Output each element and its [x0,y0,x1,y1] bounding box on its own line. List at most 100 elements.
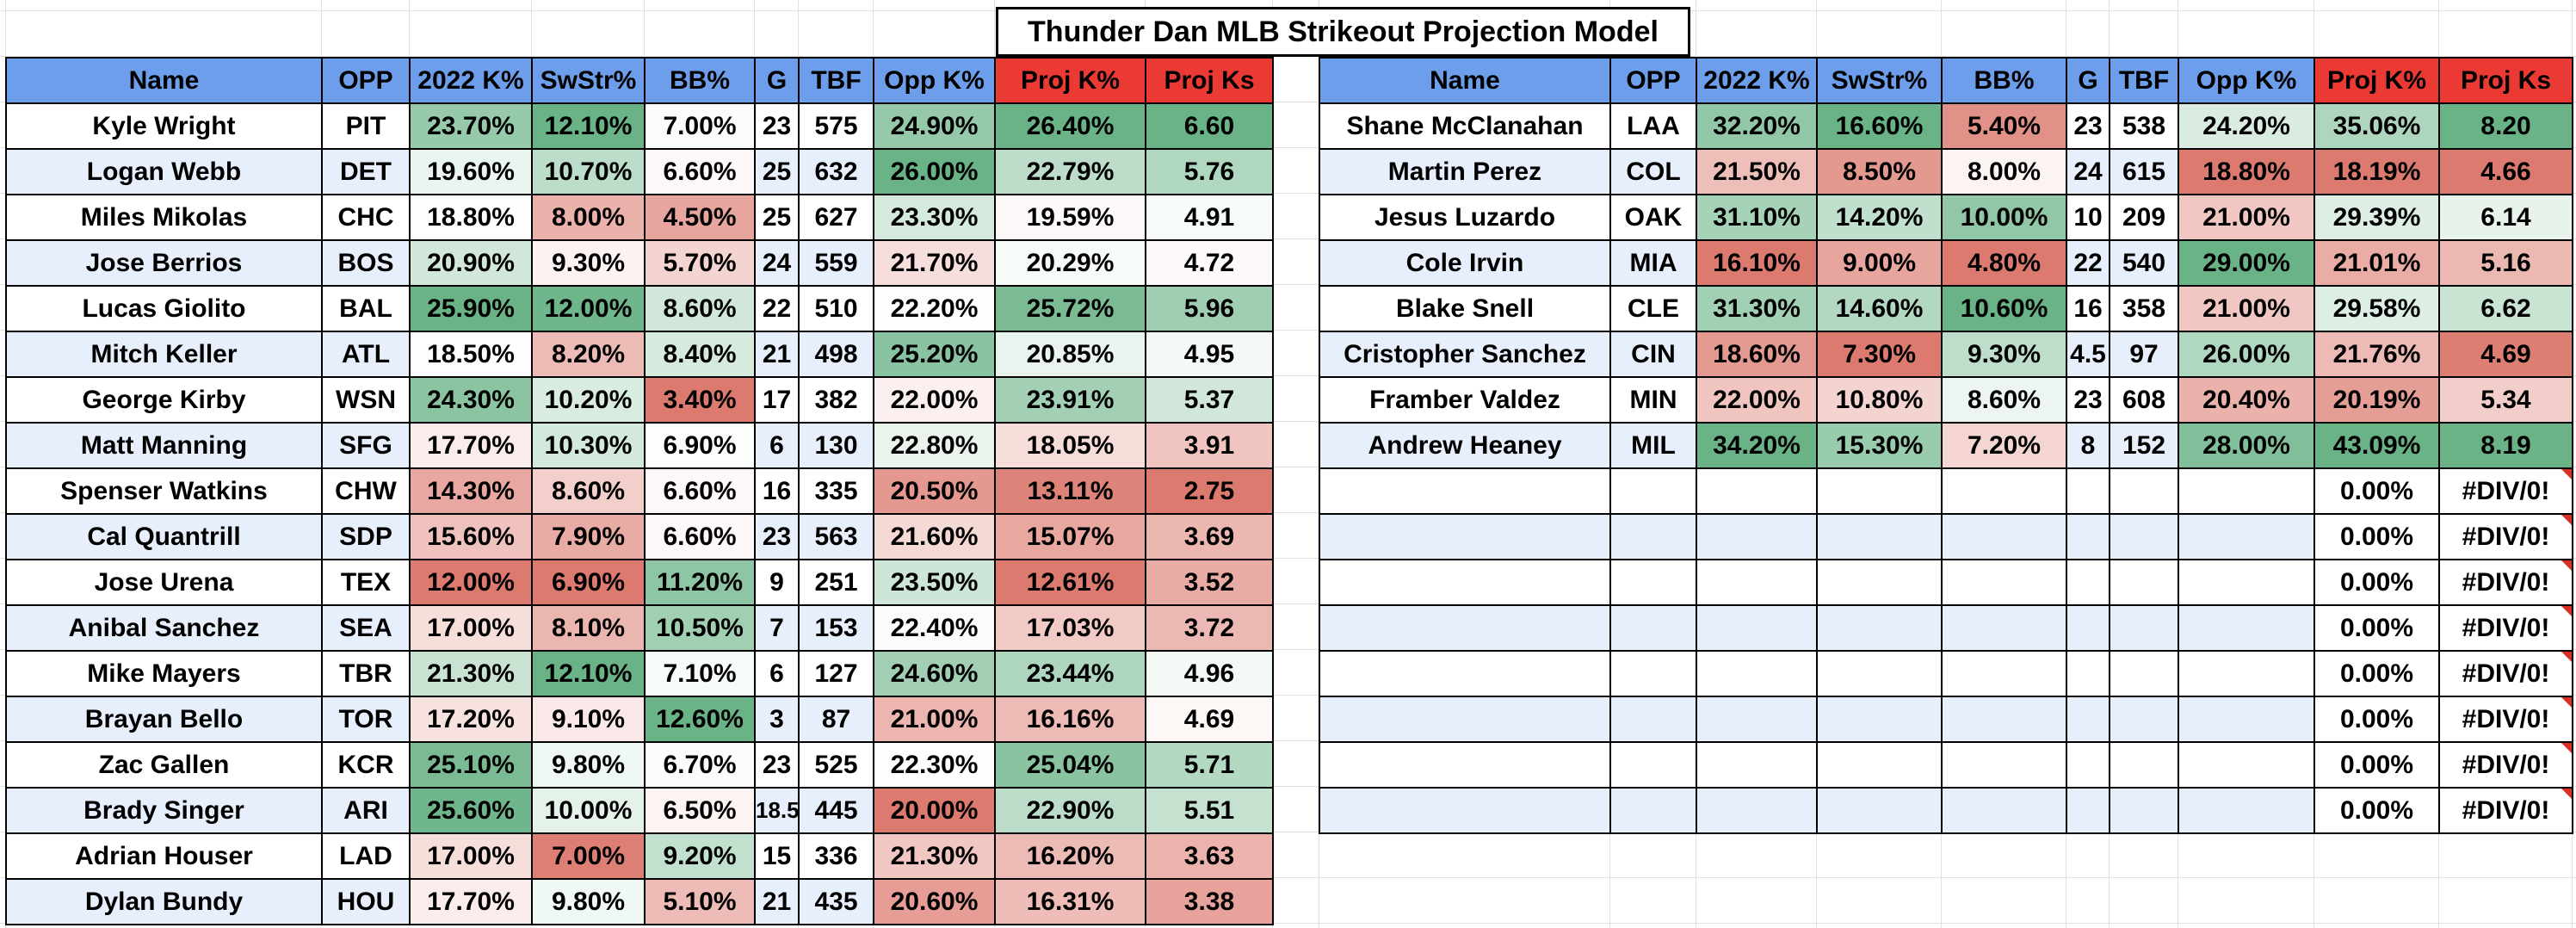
right-cell-projks[interactable]: #DIV/0! [2438,787,2573,834]
right-cell-k2022[interactable] [1696,741,1818,789]
right-cell-tbf[interactable]: 615 [2109,148,2179,195]
left-cell-oppk[interactable]: 22.20% [873,285,996,332]
right-cell-projk[interactable]: 20.19% [2313,376,2440,424]
header-g[interactable]: G [754,57,800,104]
left-cell-k2022[interactable]: 19.60% [409,148,533,195]
right-cell-tbf[interactable] [2109,787,2179,834]
left-cell-opp[interactable]: LAD [321,832,411,880]
left-cell-projk[interactable]: 22.90% [994,787,1146,834]
left-cell-k2022[interactable]: 18.80% [409,194,533,241]
left-cell-k2022[interactable]: 23.70% [409,102,533,150]
right-cell-projk[interactable]: 0.00% [2313,559,2440,606]
left-cell-projks[interactable]: 6.60 [1145,102,1274,150]
left-cell-opp[interactable]: SEA [321,604,411,652]
right-cell-projk[interactable]: 18.19% [2313,148,2440,195]
right-cell-opp[interactable]: MIN [1609,376,1697,424]
right-cell-k2022[interactable]: 34.20% [1696,422,1818,469]
right-cell-name[interactable]: Shane McClanahan [1319,102,1611,150]
left-cell-projks[interactable]: 5.51 [1145,787,1274,834]
header-swstr[interactable]: SwStr% [1816,57,1943,104]
left-cell-projks[interactable]: 4.96 [1145,650,1274,697]
left-cell-name[interactable]: Brayan Bello [5,696,323,743]
left-cell-projks[interactable]: 5.96 [1145,285,1274,332]
right-cell-tbf[interactable]: 97 [2109,331,2179,378]
left-cell-bb[interactable]: 6.60% [644,148,756,195]
right-cell-name[interactable]: Framber Valdez [1319,376,1611,424]
right-cell-g[interactable]: 10 [2066,194,2110,241]
right-cell-projk[interactable]: 21.01% [2313,239,2440,287]
right-cell-name[interactable]: Andrew Heaney [1319,422,1611,469]
left-cell-k2022[interactable]: 25.60% [409,787,533,834]
left-cell-k2022[interactable]: 14.30% [409,467,533,515]
left-cell-k2022[interactable]: 25.90% [409,285,533,332]
right-cell-swstr[interactable]: 14.60% [1816,285,1943,332]
left-cell-g[interactable]: 6 [754,422,800,469]
right-cell-bb[interactable] [1941,559,2067,606]
left-cell-bb[interactable]: 6.90% [644,422,756,469]
right-cell-g[interactable] [2066,787,2110,834]
left-cell-name[interactable]: Spenser Watkins [5,467,323,515]
right-cell-name[interactable]: Cole Irvin [1319,239,1611,287]
left-cell-swstr[interactable]: 12.10% [531,102,646,150]
left-cell-tbf[interactable]: 153 [798,604,874,652]
left-cell-g[interactable]: 25 [754,194,800,241]
left-cell-tbf[interactable]: 559 [798,239,874,287]
right-cell-name[interactable] [1319,696,1611,743]
right-cell-k2022[interactable] [1696,787,1818,834]
right-cell-tbf[interactable]: 608 [2109,376,2179,424]
right-cell-oppk[interactable]: 21.00% [2178,285,2315,332]
left-cell-oppk[interactable]: 20.00% [873,787,996,834]
left-cell-k2022[interactable]: 17.00% [409,832,533,880]
left-cell-oppk[interactable]: 21.60% [873,513,996,560]
left-cell-projk[interactable]: 25.04% [994,741,1146,789]
right-cell-projk[interactable]: 0.00% [2313,696,2440,743]
right-cell-tbf[interactable] [2109,559,2179,606]
right-cell-projk[interactable]: 29.39% [2313,194,2440,241]
right-cell-oppk[interactable]: 29.00% [2178,239,2315,287]
left-cell-name[interactable]: Anibal Sanchez [5,604,323,652]
left-cell-name[interactable]: George Kirby [5,376,323,424]
left-cell-name[interactable]: Matt Manning [5,422,323,469]
right-cell-g[interactable] [2066,650,2110,697]
left-cell-name[interactable]: Mike Mayers [5,650,323,697]
left-cell-swstr[interactable]: 10.20% [531,376,646,424]
left-cell-projk[interactable]: 13.11% [994,467,1146,515]
header-projk[interactable]: Proj K% [994,57,1146,104]
right-cell-swstr[interactable] [1816,604,1943,652]
right-cell-swstr[interactable]: 14.20% [1816,194,1943,241]
left-cell-g[interactable]: 18.5 [754,787,800,834]
left-cell-oppk[interactable]: 21.00% [873,696,996,743]
left-cell-oppk[interactable]: 22.80% [873,422,996,469]
left-cell-k2022[interactable]: 24.30% [409,376,533,424]
left-cell-tbf[interactable]: 336 [798,832,874,880]
left-cell-projks[interactable]: 3.52 [1145,559,1274,606]
right-cell-name[interactable] [1319,650,1611,697]
left-cell-projk[interactable]: 23.91% [994,376,1146,424]
left-cell-name[interactable]: Cal Quantrill [5,513,323,560]
left-cell-name[interactable]: Dylan Bundy [5,878,323,925]
left-cell-opp[interactable]: WSN [321,376,411,424]
right-cell-tbf[interactable] [2109,513,2179,560]
left-cell-g[interactable]: 22 [754,285,800,332]
left-cell-k2022[interactable]: 20.90% [409,239,533,287]
right-cell-tbf[interactable] [2109,467,2179,515]
right-cell-oppk[interactable] [2178,513,2315,560]
right-cell-g[interactable] [2066,467,2110,515]
left-cell-tbf[interactable]: 251 [798,559,874,606]
header-bb[interactable]: BB% [1941,57,2067,104]
right-cell-swstr[interactable] [1816,696,1943,743]
left-cell-g[interactable]: 7 [754,604,800,652]
right-cell-oppk[interactable]: 20.40% [2178,376,2315,424]
right-cell-projks[interactable]: 5.16 [2438,239,2573,287]
left-cell-tbf[interactable]: 127 [798,650,874,697]
header-oppk[interactable]: Opp K% [2178,57,2315,104]
right-cell-oppk[interactable] [2178,604,2315,652]
right-cell-projks[interactable]: 8.19 [2438,422,2573,469]
left-cell-bb[interactable]: 9.20% [644,832,756,880]
right-cell-oppk[interactable] [2178,787,2315,834]
right-cell-g[interactable]: 22 [2066,239,2110,287]
right-cell-swstr[interactable]: 10.80% [1816,376,1943,424]
left-cell-k2022[interactable]: 17.70% [409,878,533,925]
right-cell-swstr[interactable] [1816,467,1943,515]
left-cell-projk[interactable]: 26.40% [994,102,1146,150]
